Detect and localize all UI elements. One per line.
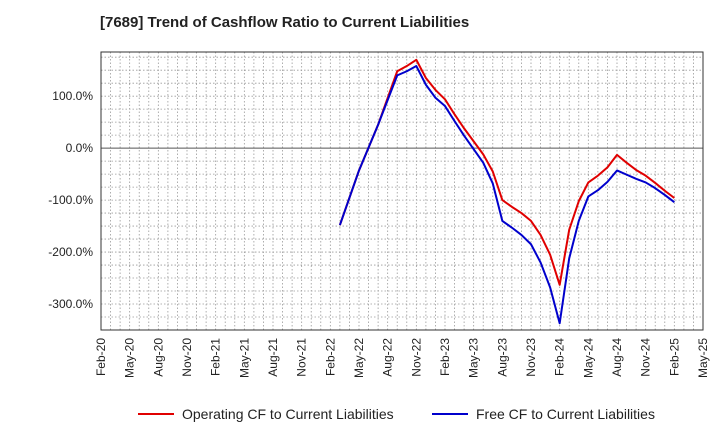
x-tick-label: May-23	[467, 338, 481, 378]
x-tick-label: May-22	[352, 338, 366, 378]
series-line-free-cf	[338, 65, 675, 325]
x-tick-label: May-20	[123, 338, 137, 378]
x-tick-label: Nov-21	[295, 338, 309, 377]
legend-free-cf-label: Free CF to Current Liabilities	[476, 406, 655, 422]
legend-operating-cf-label: Operating CF to Current Liabilities	[182, 406, 394, 422]
x-tick-label: May-25	[696, 338, 710, 378]
x-tick-label: Feb-25	[667, 338, 681, 376]
y-tick-label: -100.0%	[48, 193, 93, 207]
y-tick-label: -300.0%	[48, 297, 93, 311]
x-tick-label: Aug-24	[610, 338, 624, 377]
y-tick-label: 100.0%	[52, 89, 93, 103]
x-tick-label: Aug-20	[151, 338, 165, 377]
plot-area	[101, 52, 703, 330]
chart-title: [7689] Trend of Cashflow Ratio to Curren…	[100, 14, 470, 31]
series-line-operating-cf	[338, 58, 675, 286]
x-tick-label: Nov-22	[409, 338, 423, 377]
y-tick-label: 0.0%	[66, 141, 94, 155]
x-tick-label: Nov-24	[639, 338, 653, 377]
x-tick-label: Feb-22	[323, 338, 337, 376]
x-tick-label: Aug-23	[495, 338, 509, 377]
x-tick-label: Feb-21	[209, 338, 223, 376]
x-tick-label: Aug-22	[381, 338, 395, 377]
x-tick-label: May-21	[237, 338, 251, 378]
x-tick-label: Nov-20	[180, 338, 194, 377]
x-tick-label: Feb-20	[94, 338, 108, 376]
x-tick-label: Feb-24	[553, 338, 567, 376]
x-tick-label: May-24	[581, 338, 595, 378]
plot-frame	[100, 51, 704, 331]
x-tick-label: Feb-23	[438, 338, 452, 376]
x-tick-label: Nov-23	[524, 338, 538, 377]
y-tick-label: -200.0%	[48, 245, 93, 259]
x-tick-label: Aug-21	[266, 338, 280, 377]
